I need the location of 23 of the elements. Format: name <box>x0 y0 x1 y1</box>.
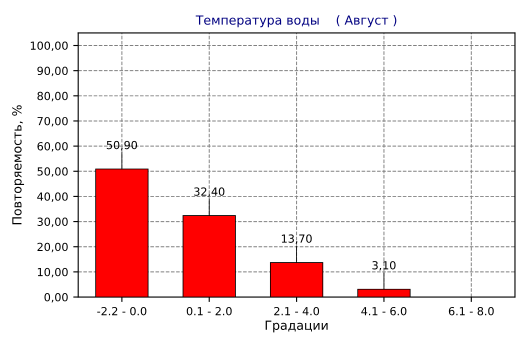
y-tick-label: 90,00 <box>37 66 68 76</box>
data-label: 13,70 <box>282 234 312 244</box>
y-tick-label: 0,00 <box>44 293 68 303</box>
x-tick-label: 0.1 - 2.0 <box>186 306 232 316</box>
data-label: 32,40 <box>194 187 224 197</box>
y-tick-label: 10,00 <box>38 268 68 278</box>
data-label: 3,10 <box>372 261 396 271</box>
y-tick-label: 30,00 <box>38 218 68 228</box>
y-tick-label: 60,00 <box>37 142 68 152</box>
y-tick-label: 50,00 <box>38 167 68 177</box>
y-tick-label: 20,00 <box>37 242 68 252</box>
chart-title: Температура воды ( Август ) <box>196 15 396 28</box>
x-tick-label: 2.1 - 4.0 <box>274 306 320 316</box>
y-tick-label: 70,00 <box>38 116 68 126</box>
x-tick-label: -2.2 - 0.0 <box>97 306 146 316</box>
x-tick-label: 4.1 - 6.0 <box>361 306 406 316</box>
x-tick-label: 6.1 - 8.0 <box>448 306 494 316</box>
data-label: 50,90 <box>106 140 138 150</box>
y-tick-label: 80,00 <box>37 92 68 102</box>
x-axis-title: Градации <box>266 320 328 332</box>
y-axis-title: Повторяемость, % <box>12 105 24 224</box>
y-tick-label: 40,00 <box>37 192 68 202</box>
y-tick-label: 100,00 <box>30 41 68 52</box>
